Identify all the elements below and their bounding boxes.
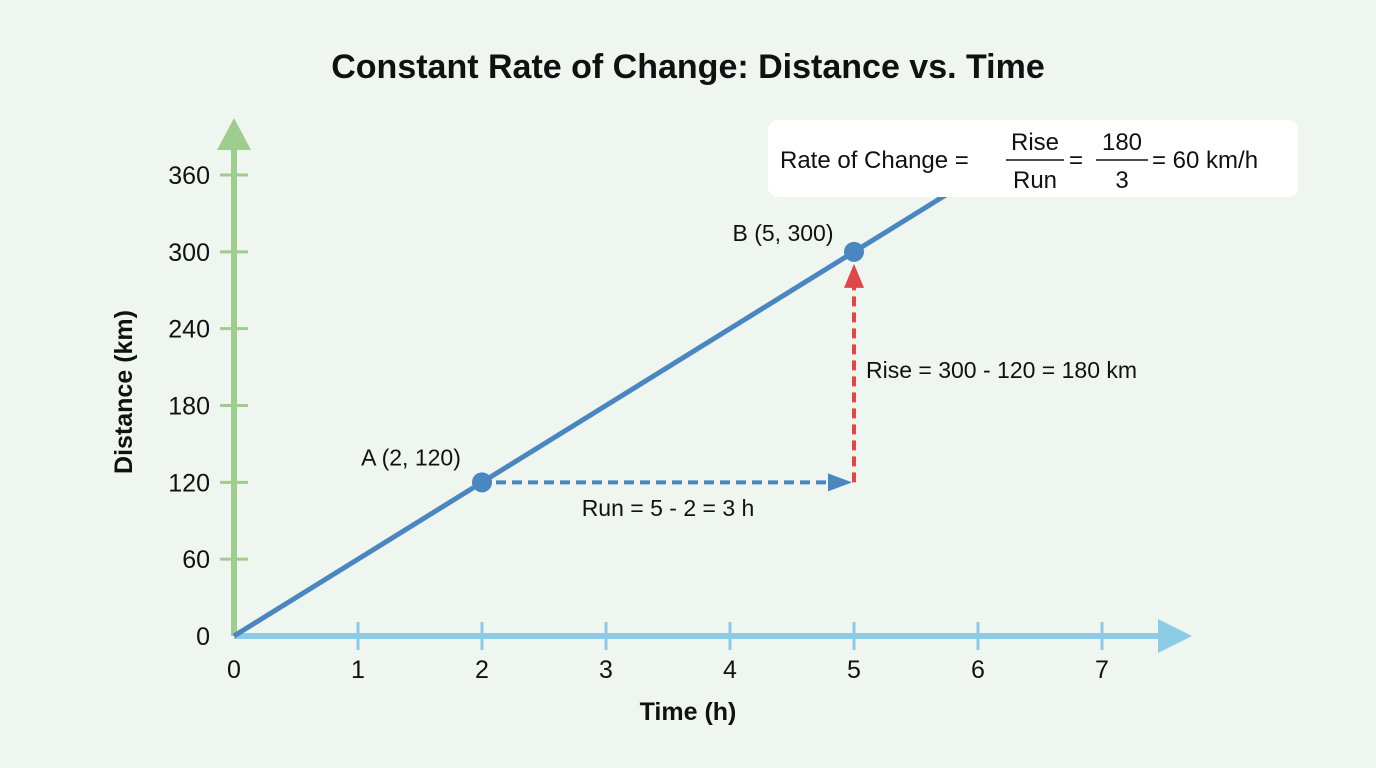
x-axis-label: Time (h) [640,698,737,726]
data-point [472,472,492,493]
x-tick-label: 6 [971,656,985,684]
rise-label: Rise = 300 - 120 = 180 km [866,357,1137,383]
formula-frac2-den: 3 [1115,167,1128,194]
formula-prefix: Rate of Change = [780,147,969,174]
x-tick-label: 1 [351,656,365,684]
x-tick-label: 2 [475,656,489,684]
chart-title: Constant Rate of Change: Distance vs. Ti… [331,48,1045,86]
formula-suffix: = 60 km/h [1152,147,1258,174]
formula-box: Rate of Change = Rise Run = 180 3 = 60 k… [768,120,1298,197]
formula-frac1-den: Run [1013,167,1057,194]
y-tick-label: 60 [182,546,210,574]
y-tick-label: 300 [168,239,210,267]
series-line [232,172,980,639]
x-tick-label: 7 [1095,656,1109,684]
y-axis-arrow [217,118,251,150]
point-b-label: B (5, 300) [733,220,834,246]
formula-eq: = [1069,147,1083,174]
formula-frac1-num: Rise [1011,129,1059,156]
y-tick-label: 240 [168,316,210,344]
run-label: Run = 5 - 2 = 3 h [582,495,755,521]
y-axis-label: Distance (km) [110,310,138,474]
x-tick-label: 5 [847,656,861,684]
point-a-label: A (2, 120) [361,444,461,470]
formula-frac2-num: 180 [1102,129,1142,156]
y-tick-label: 0 [196,623,210,651]
y-tick-label: 360 [168,162,210,190]
run-arrowhead [828,473,852,492]
formula-box-bg [768,120,1298,197]
rise-arrowhead [844,263,864,288]
data-point [844,241,864,262]
x-tick-label: 4 [723,656,737,684]
y-tick-label: 120 [168,469,210,497]
x-axis-arrow [1158,619,1192,653]
x-tick-label: 0 [227,656,241,684]
x-tick-label: 3 [599,656,613,684]
y-tick-label: 180 [168,393,210,421]
